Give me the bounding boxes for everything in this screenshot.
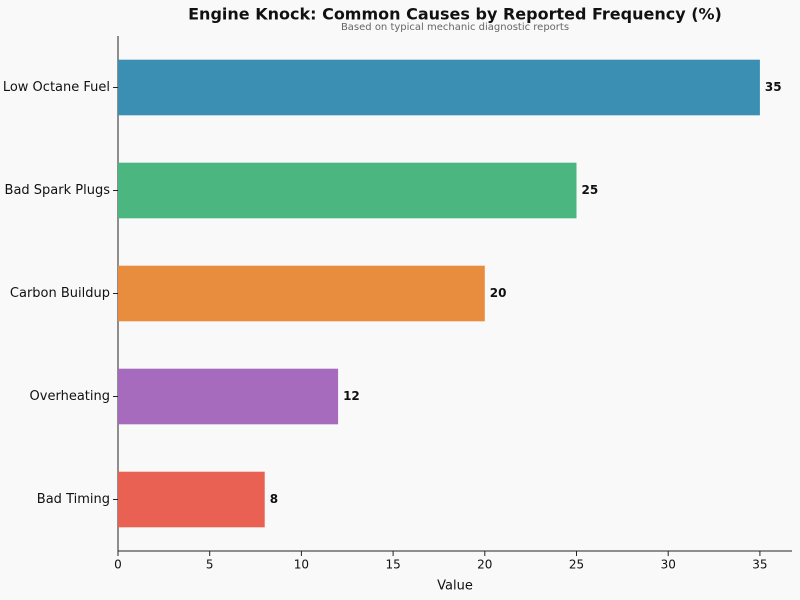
y-tick-label: Carbon Buildup [10, 286, 110, 301]
x-axis-label: Value [437, 579, 473, 594]
data-label: 8 [270, 492, 278, 506]
x-tick-label: 15 [385, 558, 400, 572]
x-tick-label: 25 [569, 558, 584, 572]
bar [118, 368, 339, 425]
y-tick-label: Bad Timing [37, 492, 110, 507]
y-tick-label: Bad Spark Plugs [5, 183, 111, 198]
data-label: 12 [343, 389, 360, 403]
chart-subtitle: Based on typical mechanic diagnostic rep… [341, 22, 569, 33]
x-tick-label: 35 [752, 558, 767, 572]
y-tick-label: Overheating [30, 389, 110, 404]
bar [118, 59, 760, 116]
x-tick-label: 30 [661, 558, 676, 572]
bar [118, 265, 485, 322]
data-label: 35 [765, 80, 782, 94]
bar [118, 471, 265, 528]
x-tick-label: 0 [114, 558, 122, 572]
data-label: 20 [490, 286, 507, 300]
y-tick-label: Low Octane Fuel [3, 80, 110, 95]
chart-title: Engine Knock: Common Causes by Reported … [188, 5, 722, 24]
bar [118, 162, 577, 219]
data-label: 25 [582, 183, 599, 197]
x-tick-label: 5 [206, 558, 214, 572]
x-tick-label: 10 [294, 558, 309, 572]
x-tick-label: 20 [477, 558, 492, 572]
